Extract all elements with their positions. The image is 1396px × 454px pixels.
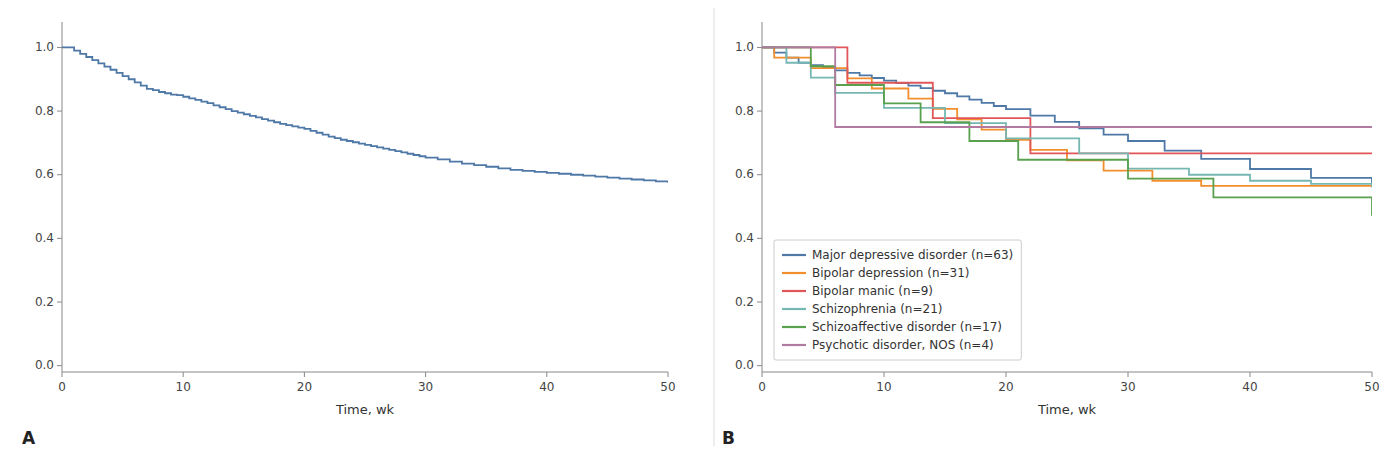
y-tick xyxy=(57,302,62,303)
y-axis-line xyxy=(762,22,763,372)
x-tick-label: 50 xyxy=(1364,380,1379,394)
panel-divider xyxy=(714,8,715,446)
panel-label: B xyxy=(722,428,735,448)
x-tick xyxy=(668,372,669,377)
survival-curve xyxy=(762,47,1372,127)
y-tick-label: 0.2 xyxy=(735,295,754,309)
x-axis-line xyxy=(62,372,668,373)
y-tick-label: 0.8 xyxy=(35,104,54,118)
legend-swatch xyxy=(782,326,806,328)
y-tick-label: 0.6 xyxy=(35,167,54,181)
x-tick xyxy=(762,372,763,377)
y-tick-label: 0.0 xyxy=(35,358,54,372)
x-tick xyxy=(1250,372,1251,377)
legend-label: Bipolar manic (n=9) xyxy=(812,284,933,298)
x-tick-label: 30 xyxy=(418,380,433,394)
survival-curve xyxy=(762,47,1372,187)
y-tick-label: 1.0 xyxy=(735,40,754,54)
x-tick-label: 10 xyxy=(876,380,891,394)
x-axis-line xyxy=(762,372,1372,373)
panel: 0.0 0.2 0.4 0.6 0.8 1.0 0 10 20 30 40 50 Time, wk B Ma… xyxy=(722,22,1380,448)
survival-curve xyxy=(762,47,1372,184)
y-axis-line xyxy=(62,22,63,372)
x-tick-label: 0 xyxy=(758,380,766,394)
y-tick xyxy=(57,174,62,175)
survival-curve xyxy=(762,47,1372,185)
x-tick xyxy=(546,372,547,377)
legend-label: Bipolar depression (n=31) xyxy=(812,266,970,280)
x-tick xyxy=(1372,372,1373,377)
y-tick-label: 1.0 xyxy=(35,40,54,54)
survival-curve xyxy=(762,47,1372,153)
y-tick xyxy=(57,365,62,366)
panel-label: A xyxy=(22,428,36,448)
x-tick-label: 20 xyxy=(297,380,312,394)
legend-swatch xyxy=(782,254,806,256)
y-tick xyxy=(57,47,62,48)
legend-swatch xyxy=(782,308,806,310)
x-tick-label: 20 xyxy=(998,380,1013,394)
chart-root: 0.00.20.40.60.81.001020304050Time, wkA0.… xyxy=(0,0,1396,454)
x-tick xyxy=(884,372,885,377)
x-tick-label: 50 xyxy=(660,380,675,394)
x-tick-label: 0 xyxy=(58,380,66,394)
plot-area xyxy=(762,47,1372,215)
panel: 0.0 0.2 0.4 0.6 0.8 1.0 0 10 20 30 40 50 Time, wk A xyxy=(22,22,676,448)
x-tick-label: 40 xyxy=(539,380,554,394)
x-tick xyxy=(1006,372,1007,377)
y-tick-label: 0.8 xyxy=(735,104,754,118)
y-tick xyxy=(757,365,762,366)
y-tick xyxy=(757,111,762,112)
legend-label: Schizoaffective disorder (n=17) xyxy=(812,320,1002,334)
y-tick-label: 0.4 xyxy=(735,231,754,245)
y-tick xyxy=(57,111,62,112)
x-axis-label: Time, wk xyxy=(1037,402,1097,417)
y-tick-label: 0.4 xyxy=(35,231,54,245)
x-tick xyxy=(62,372,63,377)
y-tick xyxy=(757,238,762,239)
x-tick-label: 40 xyxy=(1242,380,1257,394)
y-tick-label: 0.6 xyxy=(735,167,754,181)
x-tick xyxy=(1128,372,1129,377)
y-tick xyxy=(757,302,762,303)
y-tick xyxy=(757,47,762,48)
legend-label: Major depressive disorder (n=63) xyxy=(812,248,1013,262)
y-tick xyxy=(57,238,62,239)
x-axis-label: Time, wk xyxy=(335,402,395,417)
y-tick-label: 0.2 xyxy=(35,295,54,309)
y-tick-label: 0.0 xyxy=(735,358,754,372)
survival-curve xyxy=(62,47,668,182)
legend: Major depressive disorder (n=63) Bipolar … xyxy=(774,240,1021,360)
legend-swatch xyxy=(782,290,806,292)
survival-curve xyxy=(762,47,1372,215)
legend-swatch xyxy=(782,272,806,274)
x-tick xyxy=(183,372,184,377)
x-tick xyxy=(304,372,305,377)
x-tick xyxy=(425,372,426,377)
legend-box xyxy=(774,240,1021,360)
legend-label: Schizophrenia (n=21) xyxy=(812,302,942,316)
legend-label: Psychotic disorder, NOS (n=4) xyxy=(812,338,994,352)
legend-swatch xyxy=(782,344,806,346)
x-tick-label: 30 xyxy=(1120,380,1135,394)
y-tick xyxy=(757,174,762,175)
x-tick-label: 10 xyxy=(176,380,191,394)
plot-area xyxy=(62,47,668,182)
